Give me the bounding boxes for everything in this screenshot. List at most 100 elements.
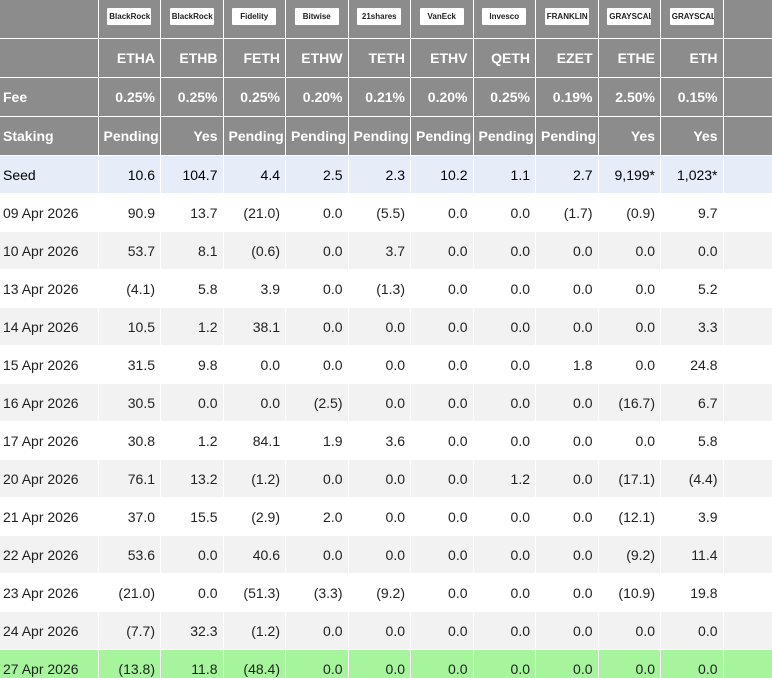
header-value: Pending	[410, 116, 474, 156]
total-value: (75.9)	[723, 573, 772, 612]
flow-value: 0.0	[410, 649, 474, 678]
flow-value: 11.4	[660, 535, 724, 574]
total-value: 53.1	[723, 307, 772, 346]
flow-value: 0.0	[535, 383, 599, 422]
total-value: 9.5	[723, 269, 772, 308]
flow-value: 0.0	[160, 573, 224, 612]
flow-value: (2.5)	[285, 383, 349, 422]
flow-value: 4.4	[223, 155, 286, 194]
flow-value: 0.0	[285, 535, 349, 574]
total-value: 67.9	[723, 345, 772, 384]
logo-cell: Bitwise	[285, 0, 349, 39]
logo-cell: 21shares	[348, 0, 411, 39]
flow-value: 30.5	[98, 383, 161, 422]
header-value: 0.21%	[348, 77, 411, 117]
flow-value: (9.2)	[348, 573, 411, 612]
flow-value: (7.7)	[98, 611, 161, 650]
header-value: 0.20%	[285, 77, 349, 117]
header-value: Yes	[160, 116, 224, 156]
flow-value: 5.8	[660, 421, 724, 460]
flow-value: (1.3)	[348, 269, 411, 308]
flow-value: 0.0	[410, 307, 474, 346]
flow-value: 15.5	[160, 497, 224, 536]
header-value: Pending	[98, 116, 161, 156]
flow-value: 1.2	[160, 307, 224, 346]
flow-value: 0.0	[473, 573, 536, 612]
logo-cell: Invesco	[473, 0, 536, 39]
flow-value: 0.0	[598, 307, 661, 346]
flow-value: 10.2	[410, 155, 474, 194]
flow-value: 0.0	[410, 459, 474, 498]
flow-value: 0.0	[473, 535, 536, 574]
row-label: 13 Apr 2026	[0, 269, 99, 308]
flow-value: 2.3	[348, 155, 411, 194]
row-label: 27 Apr 2026	[0, 649, 99, 678]
flow-value: (21.0)	[98, 573, 161, 612]
flow-value: 0.0	[285, 307, 349, 346]
flow-value: 30.8	[98, 421, 161, 460]
flow-row: 22 Apr 2026 53.6 0.0 40.6 0.0 0.0 0.0 0.0 0.0 (9.…	[0, 535, 772, 574]
ticker: ETHE	[598, 38, 661, 78]
flow-value: 32.3	[160, 611, 224, 650]
row-label: 20 Apr 2026	[0, 459, 99, 498]
flow-value: 0.0	[160, 383, 224, 422]
flow-value: (12.1)	[598, 497, 661, 536]
flow-value: 8.1	[160, 231, 224, 270]
flow-value: (9.2)	[598, 535, 661, 574]
flow-value: 0.0	[160, 535, 224, 574]
header-value: 0.25%	[160, 77, 224, 117]
flow-value: 2.7	[535, 155, 599, 194]
flow-row: 24 Apr 2026 (7.7) 32.3 (1.2) 0.0 0.0 0.0 0.0 0.0…	[0, 611, 772, 650]
ticker: ETH	[660, 38, 724, 78]
flow-row: 27 Apr 2026 (13.8) 11.8 (48.4) 0.0 0.0 0.0 0.0 0…	[0, 649, 772, 678]
row-label: 14 Apr 2026	[0, 307, 99, 346]
flow-value: (48.4)	[223, 649, 286, 678]
flow-value: 10.6	[98, 155, 161, 194]
total-header: Total	[723, 0, 772, 39]
row-label: 16 Apr 2026	[0, 383, 99, 422]
flow-value: 0.0	[535, 611, 599, 650]
flow-value: 31.5	[98, 345, 161, 384]
flow-value: (1.7)	[535, 193, 599, 232]
flow-value: 0.0	[348, 535, 411, 574]
flow-value: 0.0	[223, 345, 286, 384]
flow-value: (4.1)	[98, 269, 161, 308]
flow-value: 0.0	[473, 383, 536, 422]
flow-value: 0.0	[410, 497, 474, 536]
row-label: Fee	[0, 77, 99, 117]
flow-row: 23 Apr 2026 (21.0) 0.0 (51.3) (3.3) (9.2) 0.0 0…	[0, 573, 772, 612]
flow-value: (0.9)	[598, 193, 661, 232]
logo-cell: BlackRock	[160, 0, 224, 39]
flow-row: 17 Apr 2026 30.8 1.2 84.1 1.9 3.6 0.0 0.0 0.0 0.0…	[0, 421, 772, 460]
flow-value: 0.0	[348, 383, 411, 422]
flow-value: 13.7	[160, 193, 224, 232]
total-value: 64.9	[723, 231, 772, 270]
flow-value: 0.0	[348, 307, 411, 346]
row-label: 21 Apr 2026	[0, 497, 99, 536]
flow-value: 0.0	[473, 307, 536, 346]
empty-cell	[723, 77, 772, 117]
flow-value: 0.0	[410, 573, 474, 612]
issuer-logo: Invesco	[482, 8, 527, 25]
total-value: 23.4	[723, 611, 772, 650]
issuer-logo: VanEck	[419, 8, 464, 25]
row-label: 10 Apr 2026	[0, 231, 99, 270]
flow-value: 53.6	[98, 535, 161, 574]
flow-value: 0.0	[410, 535, 474, 574]
flow-value: 0.0	[598, 611, 661, 650]
flow-value: 0.0	[348, 345, 411, 384]
flow-value: 0.0	[535, 535, 599, 574]
flow-value: 0.0	[535, 497, 599, 536]
flow-value: (0.6)	[223, 231, 286, 270]
flow-value: 0.0	[473, 649, 536, 678]
flow-row: 14 Apr 2026 10.5 1.2 38.1 0.0 0.0 0.0 0.0 0.0 0.0…	[0, 307, 772, 346]
issuer-logo: BlackRock	[107, 8, 152, 25]
flow-value: (51.3)	[223, 573, 286, 612]
flow-row: 10 Apr 2026 53.7 8.1 (0.6) 0.0 3.7 0.0 0.0 0.0 0.…	[0, 231, 772, 270]
corner-cell	[0, 0, 99, 39]
flow-value: 0.0	[348, 497, 411, 536]
flow-value: 1,023*	[660, 155, 724, 194]
